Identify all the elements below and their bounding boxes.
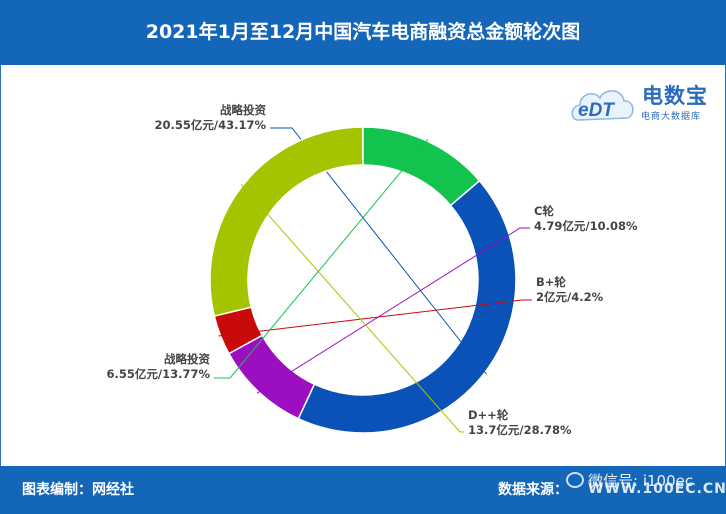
leader-line-4	[214, 138, 429, 379]
donut-slice-4	[362, 126, 481, 207]
leader-line-3	[240, 183, 464, 433]
leader-line-1	[256, 227, 530, 394]
logo-mark: eDT	[578, 100, 615, 121]
header-bar	[0, 0, 726, 65]
wechat-icon	[566, 472, 584, 488]
slice-label-1: C轮	[534, 204, 554, 218]
slice-label-2: B+轮	[536, 275, 566, 289]
donut-slice-1	[227, 334, 316, 420]
donut-slice-3	[209, 126, 364, 317]
footer-compiler: 图表编制：网经社	[22, 482, 134, 498]
page-title: 2021年1月至12月中国汽车电商融资总金额轮次图	[145, 21, 581, 43]
logo-name: 电数宝	[642, 84, 708, 108]
slice-label-3: D++轮	[468, 408, 509, 422]
donut-chart: 战略投资20.55亿元/43.17%C轮4.79亿元/10.08%B+轮2亿元/…	[107, 103, 638, 437]
slice-value-3: 13.7亿元/28.78%	[468, 423, 572, 437]
slice-value-4: 6.55亿元/13.77%	[107, 367, 211, 381]
leader-line-2	[218, 299, 532, 337]
donut-slice-0	[297, 179, 517, 434]
footer-url: WWW.100EC.CN	[588, 481, 726, 497]
wechat-watermark: 微信号: i100ec	[566, 470, 693, 492]
footer-bar	[0, 466, 726, 514]
slice-value-0: 20.55亿元/43.17%	[155, 118, 267, 132]
wechat-watermark-text: 微信号: i100ec	[588, 472, 694, 490]
logo-cloud-icon: eDT	[571, 90, 634, 121]
slice-value-2: 2亿元/4.2%	[536, 290, 604, 304]
slice-label-0: 战略投资	[220, 103, 266, 117]
leader-line-0	[270, 127, 487, 375]
footer-source: 数据来源：	[498, 482, 568, 498]
logo-subtitle: 电商大数据库	[641, 112, 702, 122]
slice-label-4: 战略投资	[164, 352, 210, 366]
slice-value-1: 4.79亿元/10.08%	[534, 219, 638, 233]
